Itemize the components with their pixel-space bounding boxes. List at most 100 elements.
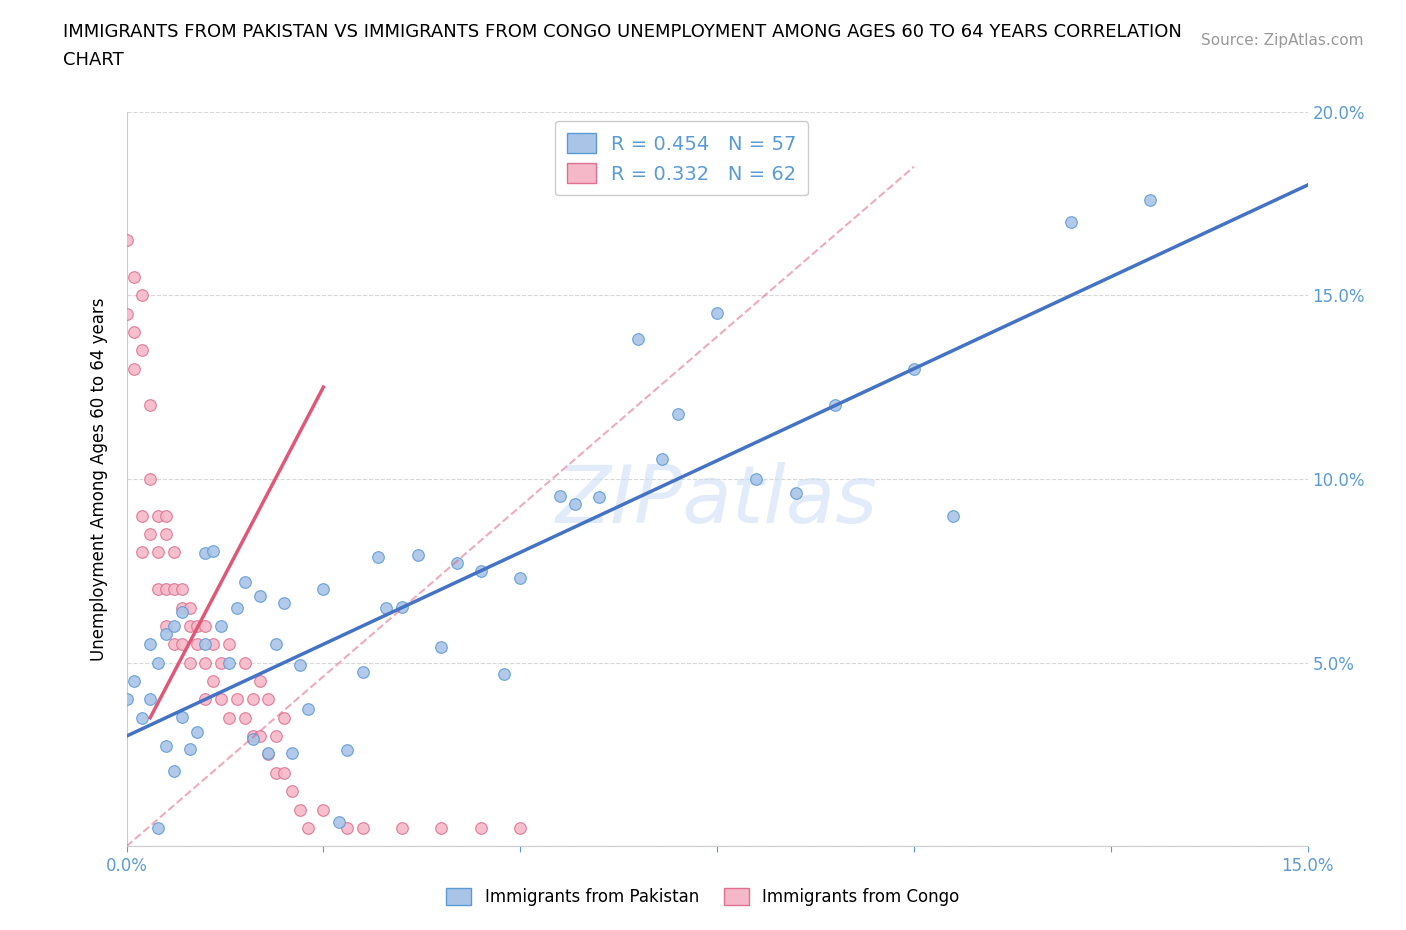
Point (202, 637, 225, 652)
Point (179, 741, 201, 756)
Point (264, 637, 287, 652)
Point (163, 637, 186, 652)
Point (131, 545, 153, 560)
Point (257, 692, 280, 707)
Point (225, 600, 247, 615)
Point (651, 452, 673, 467)
Point (194, 546, 217, 561)
Legend: R = 0.454   N = 57, R = 0.332   N = 62: R = 0.454 N = 57, R = 0.332 N = 62 (555, 121, 808, 195)
Y-axis label: Unemployment Among Ages 60 to 64 years: Unemployment Among Ages 60 to 64 years (90, 298, 108, 660)
Point (170, 582, 193, 597)
Point (336, 820, 359, 835)
Point (209, 692, 232, 707)
Point (225, 692, 247, 707)
Text: ZIPatlas: ZIPatlas (555, 462, 879, 540)
Point (155, 618, 177, 633)
Point (139, 692, 162, 707)
Point (328, 815, 350, 830)
Point (194, 692, 217, 707)
Point (146, 508, 169, 523)
Point (375, 600, 398, 615)
Point (824, 398, 846, 413)
Text: IMMIGRANTS FROM PAKISTAN VS IMMIGRANTS FROM CONGO UNEMPLOYMENT AMONG AGES 60 TO : IMMIGRANTS FROM PAKISTAN VS IMMIGRANTS F… (63, 23, 1182, 41)
Point (233, 575, 256, 590)
Point (146, 820, 169, 835)
Point (494, 667, 516, 682)
Point (446, 555, 468, 570)
Point (627, 332, 650, 347)
Point (706, 305, 728, 320)
Point (139, 472, 162, 486)
Point (155, 582, 177, 597)
Point (257, 747, 280, 762)
Point (179, 618, 201, 633)
Point (163, 582, 186, 597)
Point (288, 658, 311, 672)
Point (124, 673, 146, 688)
Point (281, 746, 304, 761)
Point (218, 711, 240, 725)
Point (170, 710, 193, 724)
Point (1060, 214, 1083, 229)
Point (179, 600, 201, 615)
Point (233, 711, 256, 725)
Point (942, 508, 965, 523)
Point (124, 361, 146, 376)
Point (155, 508, 177, 523)
Point (131, 711, 153, 725)
Point (186, 725, 208, 740)
Point (312, 802, 335, 817)
Point (509, 571, 531, 586)
Point (131, 343, 153, 358)
Point (115, 232, 138, 247)
Point (146, 655, 169, 670)
Point (218, 637, 240, 652)
Point (430, 820, 453, 835)
Point (273, 765, 295, 780)
Point (179, 655, 201, 670)
Point (155, 627, 177, 642)
Point (273, 595, 295, 610)
Point (202, 544, 225, 559)
Point (155, 526, 177, 541)
Point (194, 637, 217, 652)
Point (163, 764, 186, 778)
Point (548, 488, 571, 503)
Point (264, 729, 287, 744)
Point (209, 655, 232, 670)
Point (139, 526, 162, 541)
Point (666, 406, 689, 421)
Point (249, 673, 271, 688)
Point (186, 637, 208, 652)
Point (903, 361, 925, 376)
Point (146, 582, 169, 597)
Point (233, 655, 256, 670)
Point (242, 729, 264, 744)
Point (406, 547, 429, 562)
Point (391, 820, 413, 835)
Point (186, 618, 208, 633)
Point (124, 270, 146, 285)
Point (1139, 193, 1161, 207)
Point (163, 618, 186, 633)
Text: CHART: CHART (63, 51, 124, 69)
Text: Source: ZipAtlas.com: Source: ZipAtlas.com (1201, 33, 1364, 47)
Point (170, 600, 193, 615)
Point (170, 637, 193, 652)
Point (509, 820, 531, 835)
Point (131, 288, 153, 303)
Point (297, 820, 319, 835)
Point (242, 692, 264, 707)
Point (155, 738, 177, 753)
Point (745, 472, 768, 486)
Point (249, 589, 271, 604)
Point (470, 820, 492, 835)
Point (352, 665, 374, 680)
Point (163, 545, 186, 560)
Point (367, 550, 389, 565)
Point (281, 784, 304, 799)
Point (170, 604, 193, 619)
Point (249, 729, 271, 744)
Point (257, 746, 280, 761)
Point (202, 673, 225, 688)
